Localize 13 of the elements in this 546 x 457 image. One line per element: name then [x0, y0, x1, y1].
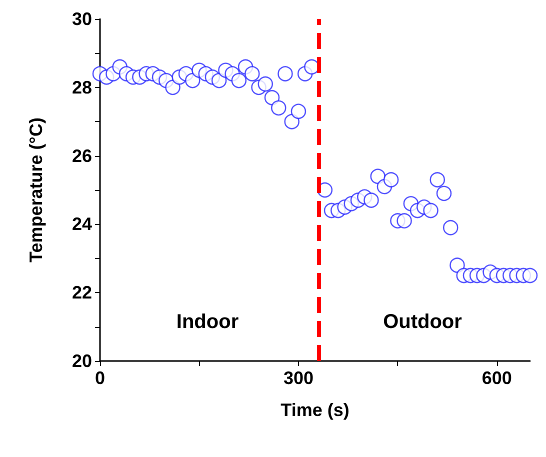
- y-axis-title: Temperature (°C): [26, 118, 46, 262]
- y-tick-label: 20: [72, 351, 92, 371]
- x-tick-label: 300: [283, 368, 314, 388]
- y-tick-label: 24: [72, 214, 92, 234]
- y-tick-label: 26: [72, 146, 92, 166]
- annotation: Indoor: [176, 311, 239, 333]
- y-tick-label: 30: [72, 9, 92, 29]
- y-tick-label: 22: [72, 282, 92, 303]
- x-tick-label: 600: [482, 368, 512, 388]
- x-axis-title: Time (s): [280, 400, 350, 420]
- x-tick-label: 0: [94, 368, 106, 388]
- annotation: Outdoor: [383, 311, 462, 333]
- y-tick-label: 28: [72, 77, 92, 98]
